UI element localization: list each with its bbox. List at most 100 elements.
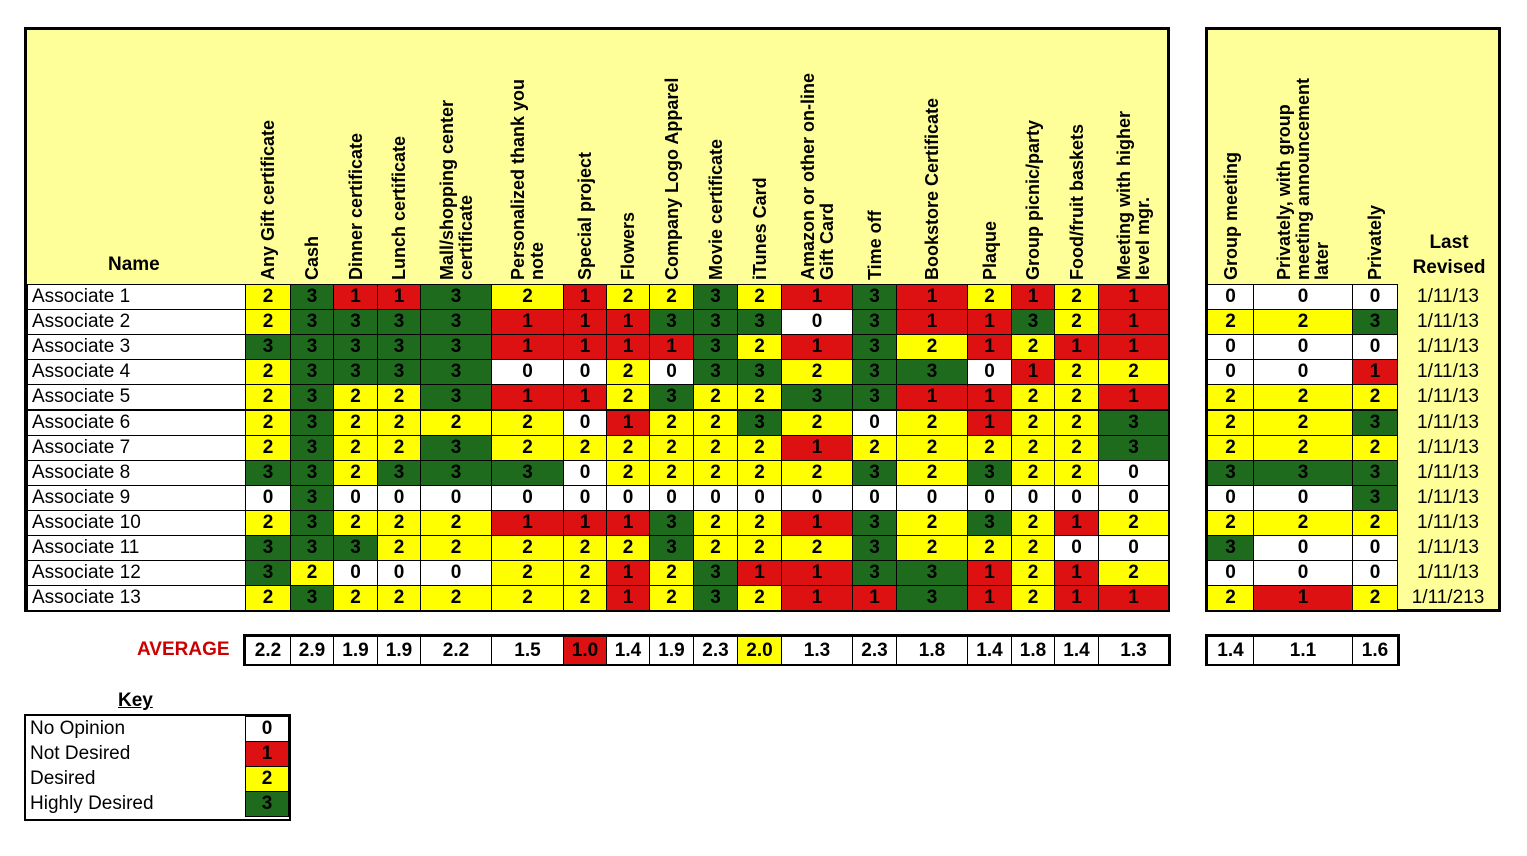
- column-header-label: Mall/shopping center certificate: [436, 99, 476, 280]
- rating-cell: 2: [606, 434, 650, 461]
- column-header-label: Group picnic/party: [1023, 119, 1043, 280]
- rating-cell: 0: [563, 359, 607, 386]
- column-header: Group picnic/party: [1011, 32, 1054, 282]
- rating-cell: 2: [491, 434, 564, 461]
- key-label: No Opinion: [30, 718, 126, 739]
- average-cell: 2.2: [245, 636, 291, 665]
- rating-cell: 2: [245, 409, 291, 436]
- side-rating-cell: 0: [1253, 284, 1353, 311]
- rating-cell: 2: [896, 535, 968, 562]
- rating-cell: 3: [852, 334, 897, 361]
- side-rating-cell: 0: [1207, 284, 1254, 311]
- average-cell: 1.3: [1098, 636, 1169, 665]
- rating-cell: 2: [563, 560, 607, 587]
- side-column-header: Group meeting: [1207, 32, 1253, 282]
- rating-cell: 2: [781, 409, 853, 436]
- rating-cell: 3: [1098, 409, 1169, 436]
- rating-cell: 2: [377, 535, 421, 562]
- last-revised-date: 1/11/13: [1417, 486, 1479, 508]
- rating-cell: 2: [737, 585, 782, 612]
- rating-cell: 0: [1098, 484, 1169, 511]
- rating-cell: 3: [491, 459, 564, 486]
- rating-cell: 2: [1054, 359, 1099, 386]
- rating-cell: 2: [491, 284, 564, 311]
- last-revised-date: 1/11/13: [1417, 461, 1479, 483]
- rating-cell: 3: [1011, 309, 1055, 336]
- rating-cell: 2: [333, 384, 378, 411]
- column-header-label: Amazon or other on-line Gift Card: [797, 73, 837, 280]
- rating-cell: 3: [693, 309, 738, 336]
- rating-cell: 2: [563, 434, 607, 461]
- rating-cell: 0: [563, 484, 607, 511]
- rating-cell: 3: [896, 585, 968, 612]
- rating-cell: 3: [1098, 434, 1169, 461]
- rating-cell: 3: [967, 509, 1012, 536]
- rating-cell: 1: [606, 585, 650, 612]
- rating-cell: 1: [563, 284, 607, 311]
- column-header: Dinner certificate: [333, 32, 377, 282]
- rating-cell: 2: [377, 409, 421, 436]
- rating-cell: 2: [245, 384, 291, 411]
- rating-cell: 0: [896, 484, 968, 511]
- rating-cell: 1: [967, 384, 1012, 411]
- rating-cell: 1: [896, 384, 968, 411]
- rating-cell: 0: [1098, 459, 1169, 486]
- average-cell: 1.8: [1011, 636, 1055, 665]
- rating-cell: 2: [737, 434, 782, 461]
- rating-cell: 2: [737, 459, 782, 486]
- rating-cell: 1: [377, 284, 421, 311]
- key-swatch: 1: [245, 741, 289, 767]
- rating-cell: 0: [245, 484, 291, 511]
- rating-cell: 2: [852, 434, 897, 461]
- last-revised-date: 1/11/13: [1417, 286, 1479, 307]
- rating-cell: 3: [852, 284, 897, 311]
- average-cell: 2.3: [693, 636, 738, 665]
- side-column-header-label: Privately, with group meeting announceme…: [1274, 77, 1332, 280]
- rating-cell: 2: [1011, 434, 1055, 461]
- rating-cell: 3: [290, 334, 334, 361]
- rating-cell: 3: [420, 309, 492, 336]
- associate-name: Associate 3: [27, 334, 246, 361]
- rating-cell: 1: [606, 409, 650, 436]
- rating-cell: 1: [1098, 334, 1169, 361]
- column-header-label: Lunch certificate: [389, 135, 409, 280]
- rating-cell: 0: [967, 484, 1012, 511]
- last-revised-date: 1/11/213: [1411, 587, 1485, 609]
- rating-cell: 3: [737, 309, 782, 336]
- rating-cell: 3: [420, 434, 492, 461]
- rating-cell: 3: [377, 334, 421, 361]
- side-rating-cell: 0: [1253, 359, 1353, 386]
- rating-cell: 2: [693, 459, 738, 486]
- rating-cell: 0: [1011, 484, 1055, 511]
- side-rating-cell: 0: [1207, 334, 1254, 361]
- side-rating-cell: 2: [1352, 585, 1398, 612]
- associate-name: Associate 12: [27, 560, 246, 587]
- rating-cell: 2: [606, 359, 650, 386]
- rating-cell: 1: [491, 509, 564, 536]
- rating-cell: 2: [491, 585, 564, 612]
- rating-cell: 1: [606, 334, 650, 361]
- rating-cell: 2: [606, 459, 650, 486]
- rating-cell: 0: [781, 309, 853, 336]
- rating-cell: 1: [781, 509, 853, 536]
- rating-cell: 0: [649, 359, 694, 386]
- rating-cell: 2: [420, 585, 492, 612]
- side-column-header-label: Group meeting: [1220, 151, 1241, 280]
- rating-cell: 2: [420, 509, 492, 536]
- rating-cell: 3: [896, 560, 968, 587]
- key-label: Not Desired: [30, 743, 131, 764]
- side-rating-cell: 0: [1207, 359, 1254, 386]
- rating-cell: 3: [852, 384, 897, 411]
- rating-cell: 2: [737, 384, 782, 411]
- rating-cell: 2: [1011, 334, 1055, 361]
- side-rating-cell: 0: [1352, 284, 1398, 311]
- rating-cell: 2: [693, 535, 738, 562]
- column-header-label: Time off: [864, 210, 885, 280]
- average-cell: 2.9: [290, 636, 334, 665]
- rating-cell: 1: [1098, 309, 1169, 336]
- side-rating-cell: 0: [1352, 535, 1398, 562]
- rating-cell: 0: [649, 484, 694, 511]
- side-average-cell: 1.4: [1207, 636, 1254, 665]
- rating-cell: 0: [1098, 535, 1169, 562]
- rating-cell: 3: [693, 334, 738, 361]
